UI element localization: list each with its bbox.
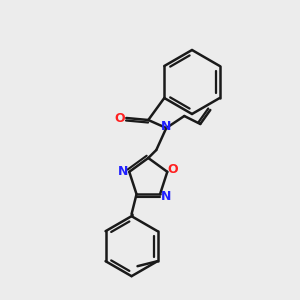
Text: N: N [161,121,172,134]
Text: O: O [114,112,124,124]
Text: O: O [167,163,178,176]
Text: N: N [161,190,171,203]
Text: N: N [118,165,128,178]
